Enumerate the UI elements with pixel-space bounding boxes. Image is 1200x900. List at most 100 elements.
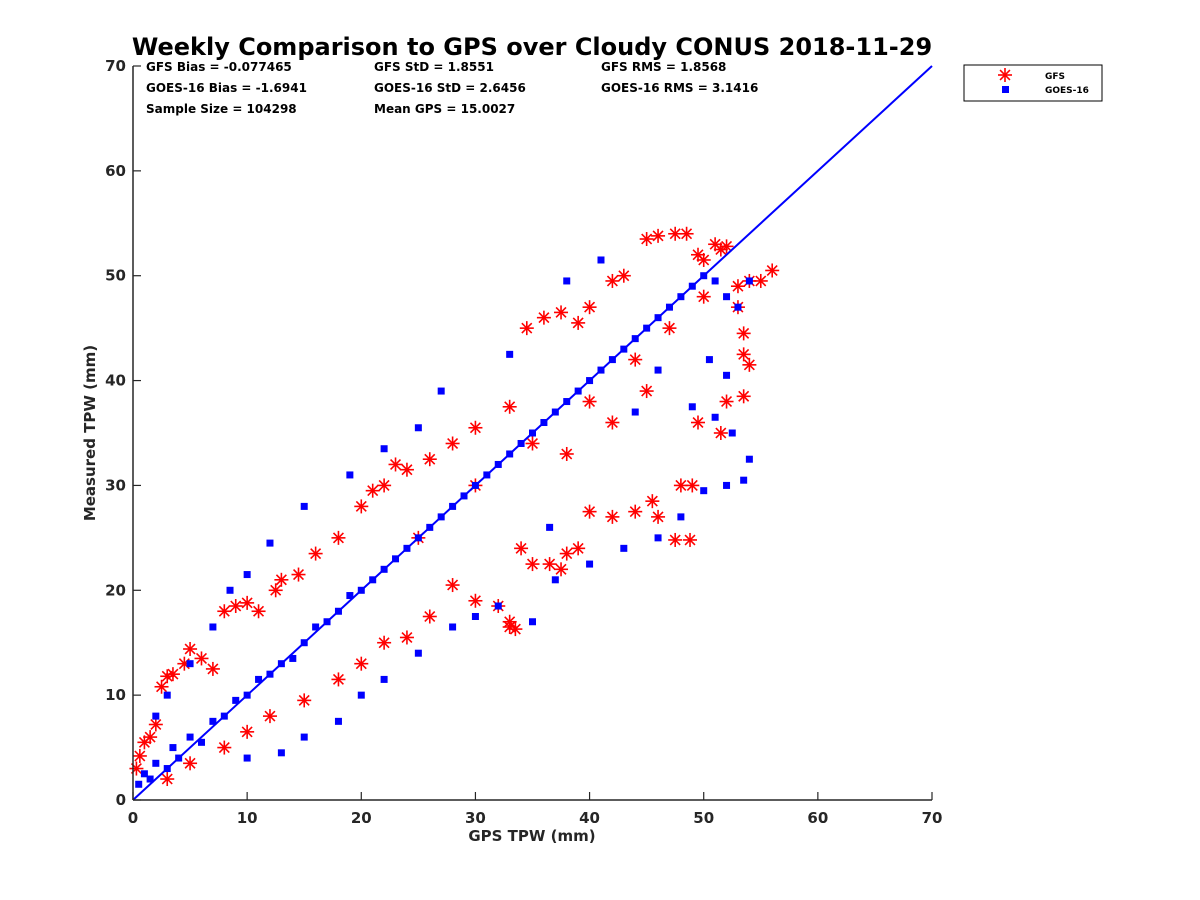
gfs-point [685, 478, 700, 493]
goes16-point [494, 602, 502, 610]
goes16-point [357, 691, 365, 699]
gfs-point [422, 609, 437, 624]
x-tick-label: 60 [807, 809, 828, 827]
goes16-point [506, 350, 514, 358]
legend-gfs-label: GFS [1045, 72, 1065, 82]
x-tick-label: 20 [351, 809, 372, 827]
x-tick-label: 10 [237, 809, 258, 827]
gfs-point [559, 546, 574, 561]
stat-goes-rms: GOES-16 RMS = 3.1416 [601, 81, 758, 95]
goes16-point [745, 455, 753, 463]
gfs-point [616, 268, 631, 283]
goes16-point [186, 733, 194, 741]
gfs-point [217, 604, 232, 619]
gfs-point [205, 661, 220, 676]
gfs-point [217, 740, 232, 755]
goes16-point [312, 623, 320, 631]
gfs-point [262, 709, 277, 724]
x-tick-label: 70 [922, 809, 943, 827]
goes16-point [414, 649, 422, 657]
gfs-point [399, 462, 414, 477]
gfs-point [291, 567, 306, 582]
gfs-point [736, 347, 751, 362]
axes [132, 66, 932, 801]
chart-title: Weekly Comparison to GPS over Cloudy CON… [132, 33, 932, 61]
goes16-point [471, 613, 479, 620]
gfs-point [742, 357, 757, 372]
gfs-point [628, 352, 643, 367]
gfs-point [668, 532, 683, 547]
goes16-point [705, 356, 713, 364]
gfs-point [251, 604, 266, 619]
goes16-point [135, 780, 143, 788]
gfs-point [502, 614, 517, 629]
goes16-point [163, 691, 171, 699]
goes16-point [529, 618, 536, 626]
y-tick-label: 30 [105, 476, 126, 494]
gfs-point [377, 635, 392, 650]
gfs-point [160, 772, 175, 787]
goes16-point [654, 366, 662, 374]
gfs-point [308, 546, 323, 561]
gfs-point [165, 667, 180, 682]
gfs-point [228, 599, 243, 614]
legend-goes16-marker [1002, 86, 1009, 93]
goes16-point [289, 654, 297, 662]
gfs-point [194, 651, 209, 666]
goes16-point [243, 571, 251, 579]
gfs-point [559, 446, 574, 461]
goes16-point [551, 576, 559, 584]
gfs-point [713, 426, 728, 440]
gfs-point [696, 252, 711, 267]
gfs-point [445, 436, 460, 451]
gfs-point [240, 724, 255, 739]
gfs-point [514, 541, 529, 556]
stat-goes-std: GOES-16 StD = 2.6456 [374, 81, 526, 95]
goes16-point [734, 303, 742, 311]
y-axis-label: Measured TPW (mm) [81, 345, 99, 521]
one-to-one-line [132, 65, 933, 801]
gfs-point [582, 300, 597, 315]
gfs-point [639, 232, 654, 247]
goes16-point [711, 413, 719, 421]
gfs-point [502, 399, 517, 414]
goes16-point [449, 623, 457, 631]
goes16-point [209, 717, 217, 725]
goes16-point [300, 502, 308, 510]
goes16-point [414, 424, 422, 432]
gfs-point [268, 583, 283, 598]
goes16-point [723, 371, 731, 379]
goes16-point [346, 592, 354, 600]
gfs-point [508, 622, 523, 637]
legend-gfs-asterisk [998, 68, 1012, 82]
gfs-point [297, 693, 312, 708]
gfs-point [388, 457, 403, 472]
goes16-point [380, 445, 388, 453]
reference-line-path [132, 65, 933, 801]
stat-gfs-bias: GFS Bias = -0.077465 [146, 60, 292, 74]
gfs-point [691, 415, 706, 430]
goes16-point [300, 733, 308, 741]
goes16-point [723, 481, 731, 489]
gfs-point [468, 420, 483, 435]
x-tick-label: 0 [128, 809, 138, 827]
gfs-point [696, 289, 711, 304]
gfs-point [719, 394, 734, 409]
gfs-point [662, 321, 677, 336]
goes16-point [334, 717, 342, 725]
y-tick-label: 60 [105, 162, 126, 180]
stat-gfs-std: GFS StD = 1.8551 [374, 60, 494, 74]
stat-mean-gps: Mean GPS = 15.0027 [374, 102, 515, 116]
goes16-point [152, 759, 160, 767]
legend: GFS GOES-16 [963, 64, 1103, 102]
gfs-point [713, 242, 728, 257]
x-axis-label: GPS TPW (mm) [468, 827, 595, 845]
goes16-point [711, 277, 719, 285]
goes16-point [546, 523, 554, 531]
goes16-point [728, 429, 736, 437]
series-gfs [129, 226, 780, 787]
goes16-point [186, 660, 194, 668]
gfs-point [160, 669, 175, 684]
gfs-point [132, 748, 147, 763]
